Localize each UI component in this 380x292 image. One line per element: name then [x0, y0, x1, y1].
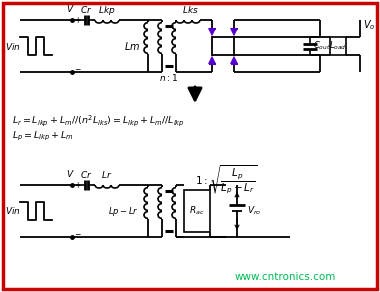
Text: +: + [74, 16, 81, 25]
Text: $n:1$: $n:1$ [159, 72, 179, 83]
Text: +: + [74, 181, 81, 190]
Text: $Cr$: $Cr$ [80, 4, 92, 15]
Text: $1:\sqrt{\dfrac{L_p}{L_p-L_r}}$: $1:\sqrt{\dfrac{L_p}{L_p-L_r}}$ [195, 163, 258, 196]
Bar [330, 37, 346, 55]
Polygon shape [209, 29, 215, 36]
Text: www.cntronics.com: www.cntronics.com [234, 272, 336, 282]
Text: $V$: $V$ [66, 3, 74, 14]
Polygon shape [231, 29, 238, 36]
Text: $-$: $-$ [74, 63, 82, 72]
Polygon shape [209, 56, 215, 63]
Text: $V_{ro}$: $V_{ro}$ [247, 205, 261, 217]
Text: $Lr$: $Lr$ [101, 169, 112, 180]
Text: $Lkp$: $Lkp$ [98, 4, 116, 17]
Text: $Vin$: $Vin$ [5, 41, 21, 51]
Text: $Lks$: $Lks$ [182, 4, 198, 15]
Text: $V_o$: $V_o$ [363, 18, 375, 32]
Text: $-$: $-$ [74, 228, 82, 237]
Text: $Cr$: $Cr$ [80, 169, 92, 180]
Text: $R_{ac}$: $R_{ac}$ [189, 205, 205, 217]
Text: $L_{oad}$: $L_{oad}$ [329, 40, 347, 52]
Polygon shape [231, 56, 238, 63]
Text: $C_{out}$: $C_{out}$ [313, 40, 331, 52]
Text: $V$: $V$ [66, 168, 74, 179]
Text: $L_p = L_{lkp} + L_m$: $L_p = L_{lkp} + L_m$ [12, 129, 74, 142]
Text: $Lp-Lr$: $Lp-Lr$ [108, 204, 139, 218]
Text: $Vin$: $Vin$ [5, 206, 21, 216]
Bar [184, 190, 210, 232]
Text: $Lm$: $Lm$ [124, 40, 140, 52]
Text: $L_r = L_{lkp} + L_m //(n^2L_{lks}) = L_{lkp} + L_m // L_{lkp}$: $L_r = L_{lkp} + L_m //(n^2L_{lks}) = L_… [12, 114, 185, 128]
